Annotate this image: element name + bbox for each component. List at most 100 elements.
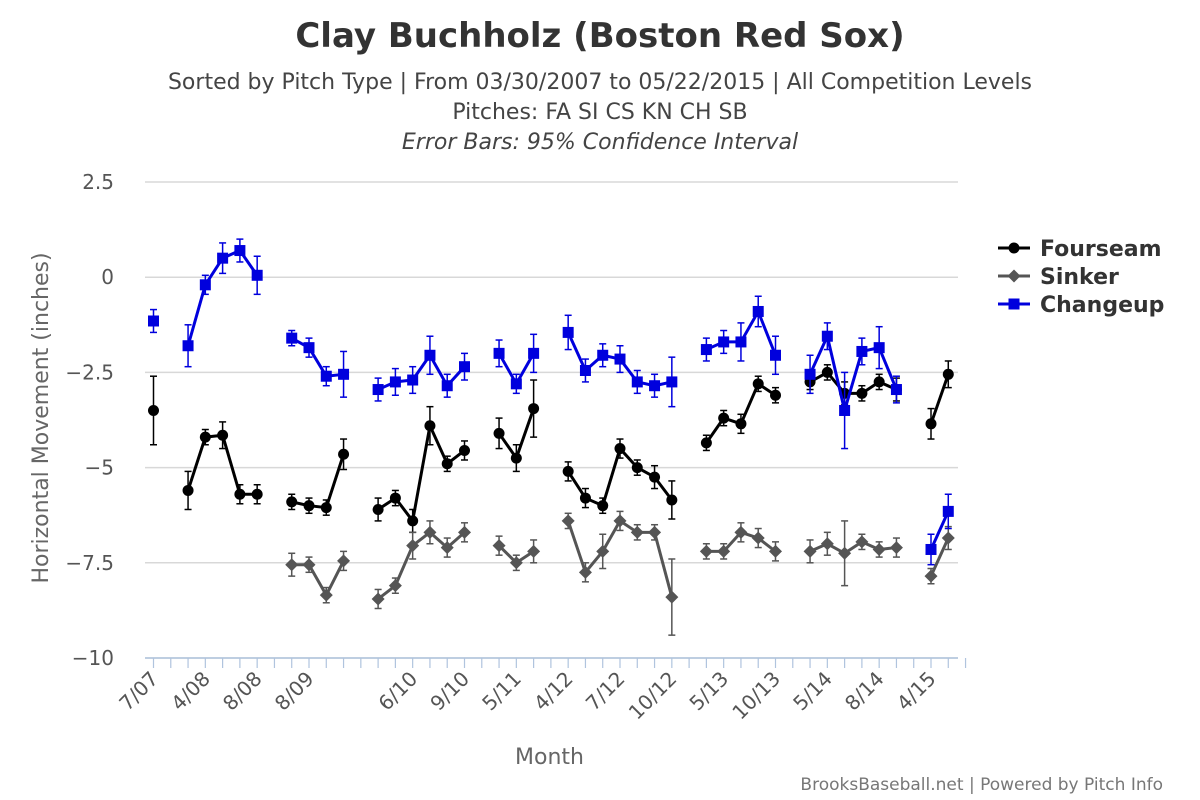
sinker-point[interactable] xyxy=(578,565,592,579)
changeup-point[interactable] xyxy=(493,347,505,359)
changeup-point[interactable] xyxy=(407,374,419,386)
changeup-point[interactable] xyxy=(770,349,781,361)
sinker-point[interactable] xyxy=(319,588,333,602)
fourseam-point[interactable] xyxy=(407,515,419,527)
changeup-point[interactable] xyxy=(700,344,712,356)
sinker-point[interactable] xyxy=(613,514,627,528)
fourseam-point[interactable] xyxy=(700,437,712,449)
sinker-point[interactable] xyxy=(509,556,523,570)
fourseam-point[interactable] xyxy=(597,500,609,512)
sinker-point[interactable] xyxy=(838,546,852,560)
sinker-point[interactable] xyxy=(734,525,748,539)
changeup-point[interactable] xyxy=(303,342,315,354)
fourseam-point[interactable] xyxy=(286,496,298,508)
changeup-point[interactable] xyxy=(579,364,591,376)
fourseam-point[interactable] xyxy=(234,488,246,500)
changeup-point[interactable] xyxy=(199,279,211,291)
changeup-point[interactable] xyxy=(752,305,764,317)
changeup-point[interactable] xyxy=(804,368,816,380)
changeup-point[interactable] xyxy=(649,380,661,392)
fourseam-point[interactable] xyxy=(649,471,661,483)
fourseam-point[interactable] xyxy=(217,429,229,441)
sinker-point[interactable] xyxy=(440,541,454,555)
changeup-point[interactable] xyxy=(424,349,436,361)
changeup-point[interactable] xyxy=(735,336,747,348)
legend-item-fourseam[interactable]: Fourseam xyxy=(998,237,1162,262)
sinker-point[interactable] xyxy=(630,525,644,539)
sinker-point[interactable] xyxy=(820,537,834,551)
fourseam-point[interactable] xyxy=(770,389,781,401)
fourseam-point[interactable] xyxy=(528,403,540,415)
sinker-point[interactable] xyxy=(941,531,955,545)
fourseam-point[interactable] xyxy=(856,387,868,399)
fourseam-point[interactable] xyxy=(372,503,384,515)
fourseam-point[interactable] xyxy=(493,427,505,439)
changeup-point[interactable] xyxy=(528,347,540,359)
sinker-point[interactable] xyxy=(855,535,869,549)
fourseam-point[interactable] xyxy=(303,500,315,512)
sinker-point[interactable] xyxy=(406,539,420,553)
sinker-point[interactable] xyxy=(803,544,817,558)
sinker-point[interactable] xyxy=(337,554,351,568)
fourseam-point[interactable] xyxy=(510,452,522,464)
fourseam-point[interactable] xyxy=(821,366,833,378)
sinker-point[interactable] xyxy=(596,544,610,558)
fourseam-point[interactable] xyxy=(666,494,678,506)
sinker-point[interactable] xyxy=(458,525,471,539)
sinker-point[interactable] xyxy=(527,544,541,558)
changeup-point[interactable] xyxy=(286,332,298,344)
fourseam-point[interactable] xyxy=(199,431,211,443)
legend-item-sinker[interactable]: Sinker xyxy=(998,265,1119,290)
fourseam-point[interactable] xyxy=(631,462,643,474)
changeup-point[interactable] xyxy=(251,269,263,281)
sinker-point[interactable] xyxy=(872,542,886,556)
sinker-point[interactable] xyxy=(423,525,437,539)
changeup-point[interactable] xyxy=(320,370,332,382)
sinker-point[interactable] xyxy=(302,558,316,572)
credit-text[interactable]: BrooksBaseball.net | Powered by Pitch In… xyxy=(800,775,1163,795)
fourseam-point[interactable] xyxy=(441,458,453,470)
changeup-point[interactable] xyxy=(631,376,643,388)
fourseam-point[interactable] xyxy=(182,484,194,496)
sinker-point[interactable] xyxy=(285,558,299,572)
sinker-point[interactable] xyxy=(699,544,713,558)
fourseam-point[interactable] xyxy=(942,368,954,380)
changeup-point[interactable] xyxy=(459,361,470,373)
changeup-point[interactable] xyxy=(148,315,159,327)
sinker-point[interactable] xyxy=(388,579,402,593)
fourseam-point[interactable] xyxy=(424,420,436,432)
fourseam-point[interactable] xyxy=(925,418,937,430)
changeup-point[interactable] xyxy=(562,326,574,338)
changeup-point[interactable] xyxy=(510,378,522,390)
sinker-point[interactable] xyxy=(648,525,662,539)
sinker-point[interactable] xyxy=(924,569,938,583)
changeup-point[interactable] xyxy=(821,330,833,342)
fourseam-point[interactable] xyxy=(873,376,885,388)
sinker-point[interactable] xyxy=(371,592,385,606)
fourseam-point[interactable] xyxy=(752,378,764,390)
fourseam-point[interactable] xyxy=(320,502,332,514)
sinker-point[interactable] xyxy=(492,539,506,553)
fourseam-point[interactable] xyxy=(579,492,591,504)
sinker-point[interactable] xyxy=(751,531,765,545)
changeup-point[interactable] xyxy=(597,349,609,361)
sinker-point[interactable] xyxy=(561,514,575,528)
changeup-point[interactable] xyxy=(942,505,954,517)
fourseam-point[interactable] xyxy=(389,492,401,504)
fourseam-point[interactable] xyxy=(459,444,470,456)
changeup-point[interactable] xyxy=(839,404,851,416)
sinker-point[interactable] xyxy=(717,544,731,558)
changeup-point[interactable] xyxy=(182,340,194,352)
changeup-point[interactable] xyxy=(666,376,678,388)
changeup-point[interactable] xyxy=(372,384,384,396)
changeup-point[interactable] xyxy=(614,353,626,365)
changeup-point[interactable] xyxy=(389,376,401,388)
changeup-point[interactable] xyxy=(925,543,937,555)
fourseam-point[interactable] xyxy=(562,465,574,477)
fourseam-point[interactable] xyxy=(148,404,159,416)
changeup-point[interactable] xyxy=(873,342,885,354)
legend-item-changeup[interactable]: Changeup xyxy=(998,293,1164,318)
changeup-point[interactable] xyxy=(718,336,730,348)
sinker-point[interactable] xyxy=(889,541,903,555)
fourseam-point[interactable] xyxy=(338,448,350,460)
